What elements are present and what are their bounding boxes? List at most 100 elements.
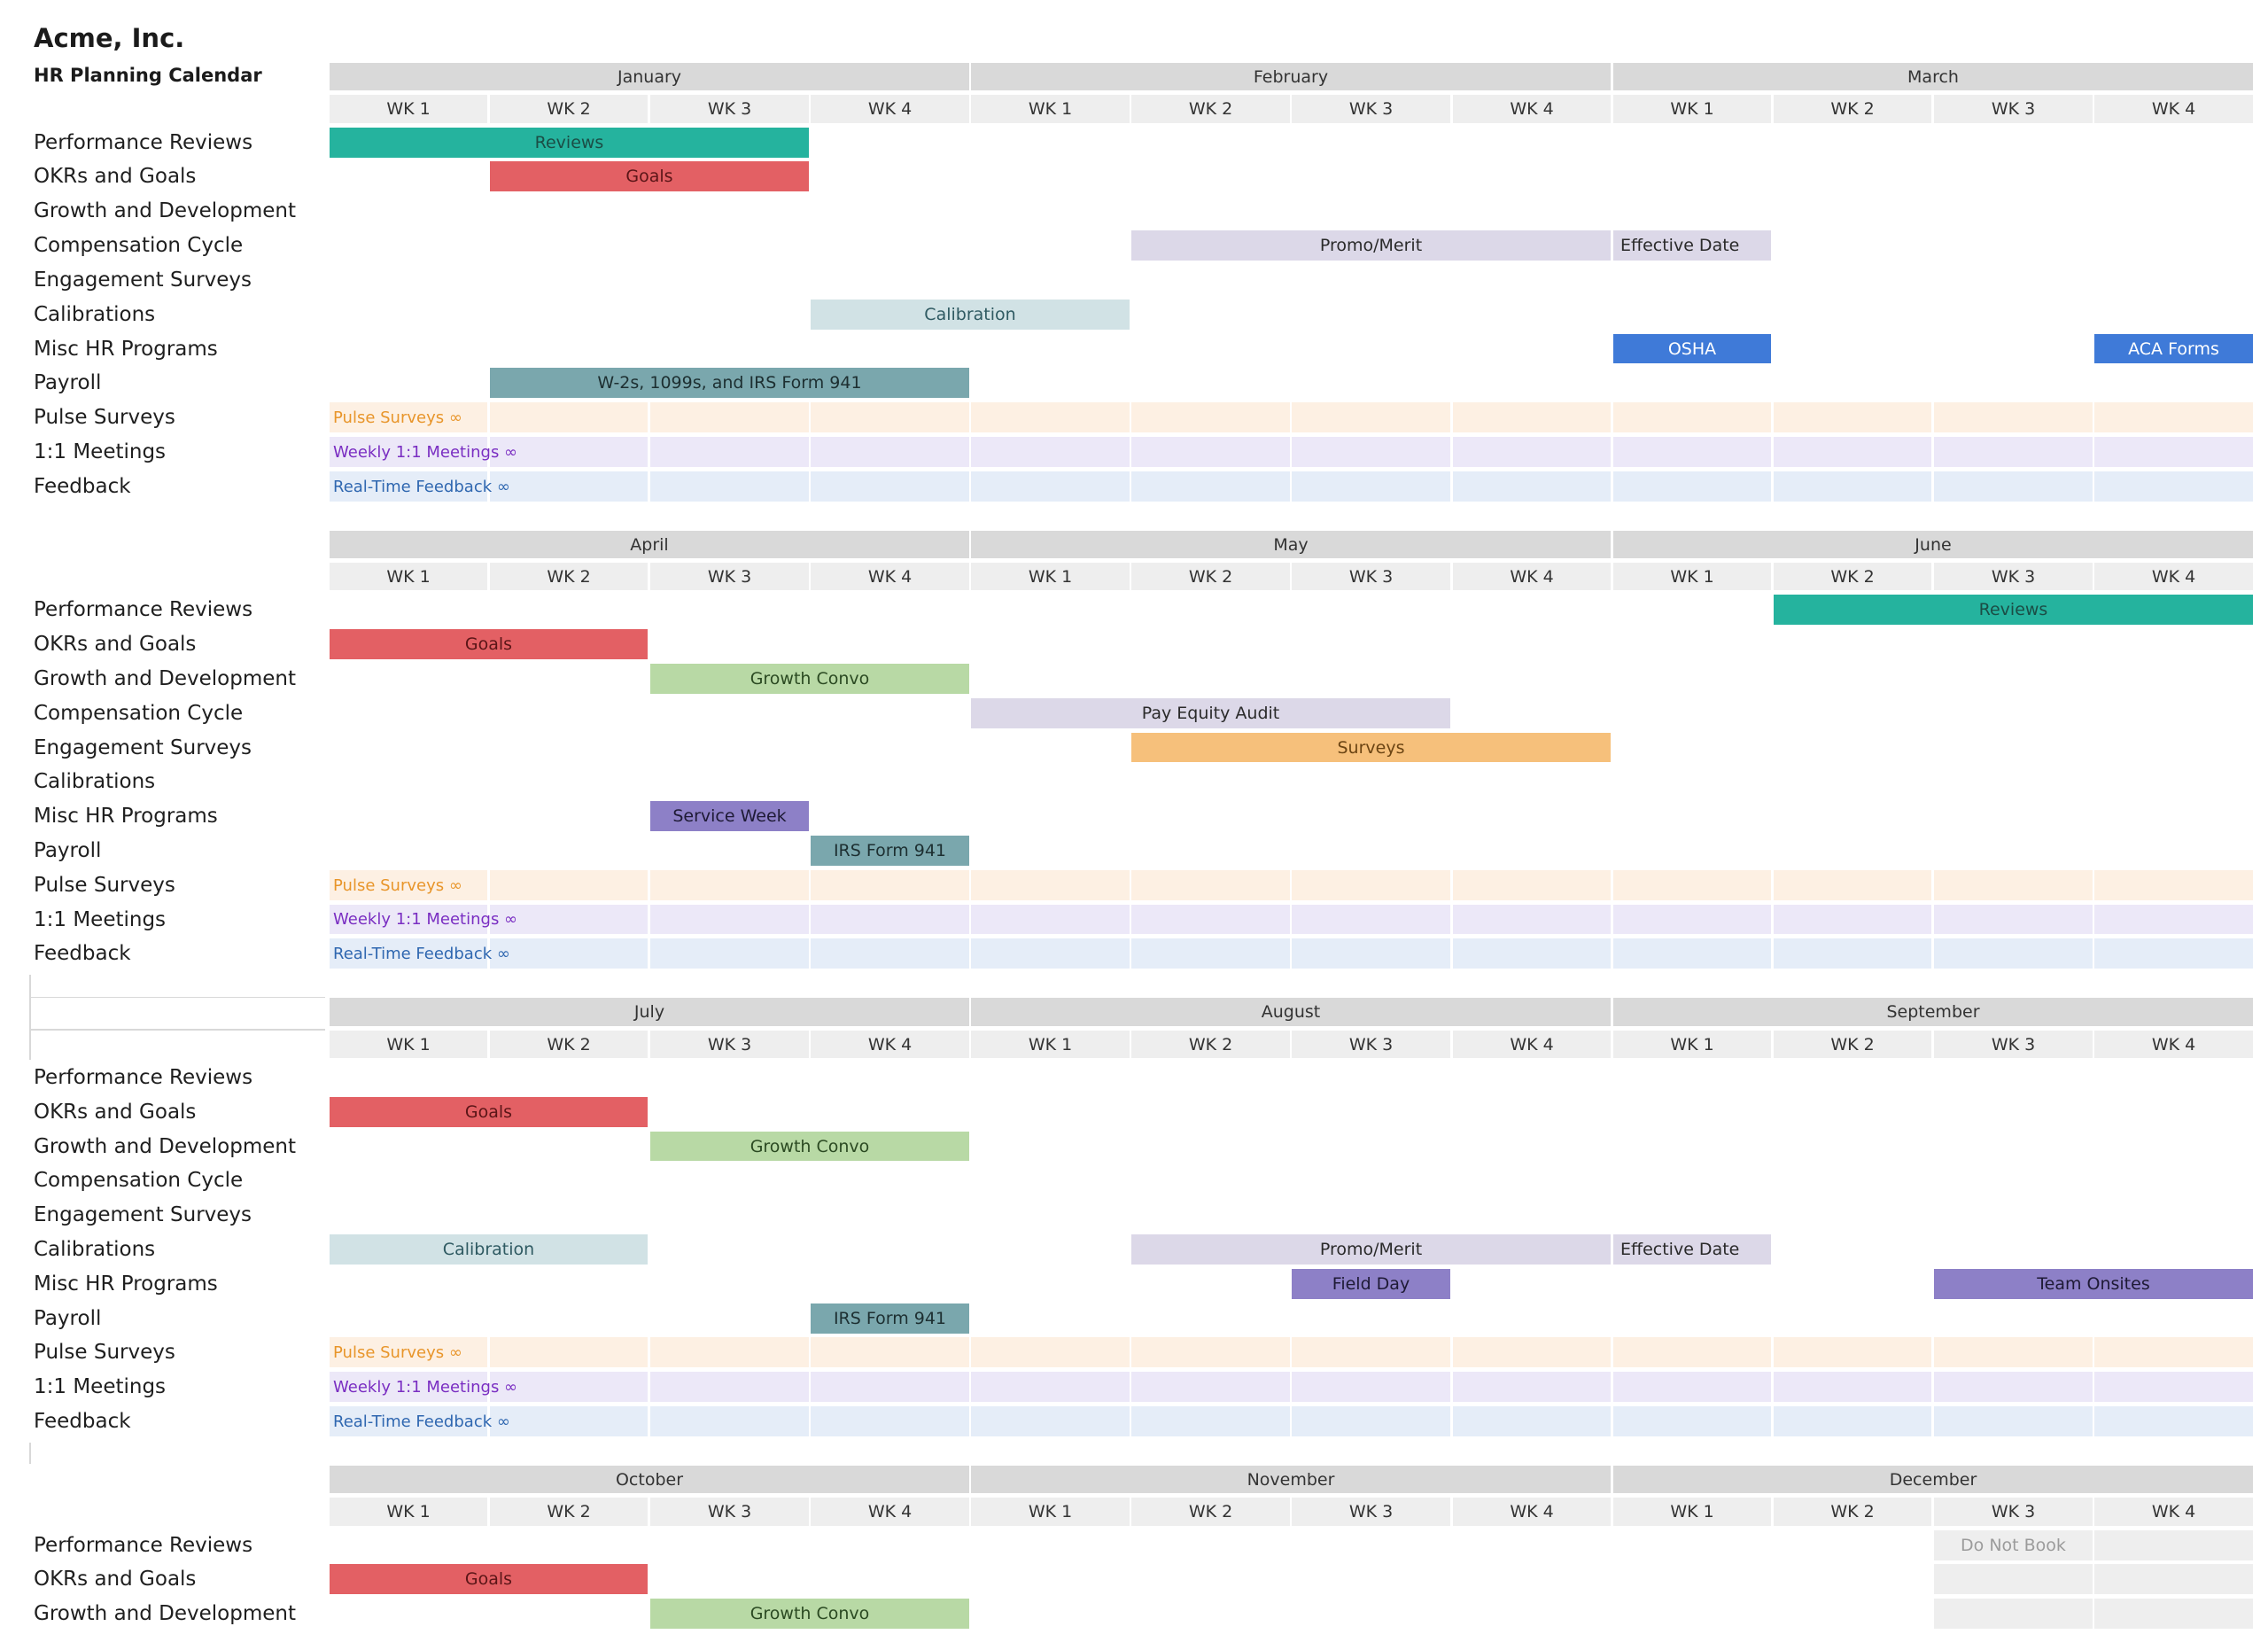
event-bar-goals[interactable]: Goals [330,1564,648,1594]
pulse-cell [1774,870,1931,900]
meetings-cell [1934,1372,2093,1402]
pulse-cell [490,1337,648,1367]
feedback-cell [1774,1406,1931,1436]
event-bar-service-week[interactable]: Service Week [650,801,809,831]
event-bar-effective-date[interactable]: Effective Date [1613,1234,1771,1265]
pulse-cell [650,870,809,900]
row-label-misc-hr-programs: Misc HR Programs [34,805,218,828]
feedback-cell [1934,938,2093,969]
week-header: WK 3 [1292,95,1450,123]
row-label-engagement-surveys: Engagement Surveys [34,1203,252,1226]
feedback-cell [2094,938,2253,969]
feedback-ongoing-label[interactable]: Real-Time Feedback ∞ [333,1412,510,1431]
feedback-cell [330,1406,487,1436]
event-bar-reviews[interactable]: Reviews [330,128,809,158]
week-header: WK 3 [1934,563,2093,590]
meetings-cell [650,437,809,467]
month-header-march: March [1613,63,2253,90]
week-header: WK 3 [1934,1498,2093,1526]
meetings-cell [1453,437,1611,467]
week-header: WK 3 [1292,1031,1450,1058]
meetings-cell [971,437,1130,467]
event-bar-effective-date[interactable]: Effective Date [1613,230,1771,261]
event-bar-promo-merit[interactable]: Promo/Merit [1131,230,1611,261]
pulse-ongoing-label[interactable]: Pulse Surveys ∞ [333,1342,462,1362]
meetings-cell [650,905,809,934]
week-header: WK 3 [1292,563,1450,590]
month-header-july: July [330,998,969,1026]
event-bar-pay-equity-audit[interactable]: Pay Equity Audit [971,698,1450,728]
meetings-ongoing-label[interactable]: Weekly 1:1 Meetings ∞ [333,1377,518,1397]
event-bar-growth-convo[interactable]: Growth Convo [650,1599,969,1629]
week-header: WK 2 [1131,563,1290,590]
week-header: WK 4 [811,563,969,590]
pulse-cell [971,402,1130,432]
event-bar-growth-convo[interactable]: Growth Convo [650,1132,969,1161]
row-label-growth-and-development: Growth and Development [34,1602,296,1625]
feedback-cell [330,938,487,969]
pulse-ongoing-label[interactable]: Pulse Surveys ∞ [333,408,462,427]
meetings-ongoing-label[interactable]: Weekly 1:1 Meetings ∞ [333,910,518,929]
feedback-cell [650,471,809,502]
event-bar-surveys[interactable]: Surveys [1131,733,1611,762]
event-bar-growth-convo[interactable]: Growth Convo [650,664,969,694]
feedback-cell [490,938,648,969]
do-not-book-cell [1934,1530,2093,1560]
event-bar-goals[interactable]: Goals [490,161,809,191]
feedback-cell [811,1406,969,1436]
event-bar-goals[interactable]: Goals [330,1097,648,1127]
row-label-payroll: Payroll [34,839,102,862]
do-not-book-cell [2094,1564,2253,1594]
week-header: WK 2 [490,1498,648,1526]
event-bar-team-onsites[interactable]: Team Onsites [1934,1269,2253,1299]
month-header-january: January [330,63,969,90]
event-bar-reviews[interactable]: Reviews [1774,595,2253,625]
feedback-cell [2094,1406,2253,1436]
week-header: WK 3 [1934,95,2093,123]
event-bar-goals[interactable]: Goals [330,629,648,659]
row-label-payroll: Payroll [34,1307,102,1330]
week-header: WK 1 [971,95,1130,123]
pulse-cell [2094,870,2253,900]
row-label-1-1-meetings: 1:1 Meetings [34,907,167,931]
meetings-ongoing-label[interactable]: Weekly 1:1 Meetings ∞ [333,442,518,462]
event-bar-irs-form-941[interactable]: IRS Form 941 [811,836,969,866]
event-bar-aca-forms[interactable]: ACA Forms [2094,334,2253,363]
feedback-cell [1613,1406,1771,1436]
row-label-1-1-meetings: 1:1 Meetings [34,1375,167,1398]
meetings-cell [1131,905,1290,934]
week-header: WK 4 [2094,1498,2253,1526]
event-bar-osha[interactable]: OSHA [1613,334,1771,363]
pulse-cell [971,1337,1130,1367]
pulse-cell [811,1337,969,1367]
week-header: WK 1 [330,1498,487,1526]
feedback-cell [811,471,969,502]
event-bar-w-2s-1099s-and-irs-form-941[interactable]: W-2s, 1099s, and IRS Form 941 [490,368,969,398]
pulse-cell [1934,870,2093,900]
feedback-cell [971,471,1130,502]
week-header: WK 4 [811,1498,969,1526]
week-header: WK 1 [971,1031,1130,1058]
do-not-book-label: Do Not Book [1961,1536,2066,1555]
week-header: WK 2 [490,1031,648,1058]
row-label-calibrations: Calibrations [34,303,156,326]
event-bar-irs-form-941[interactable]: IRS Form 941 [811,1303,969,1334]
pulse-cell [1453,402,1611,432]
feedback-cell [330,471,487,502]
event-bar-calibration[interactable]: Calibration [330,1234,648,1265]
event-bar-promo-merit[interactable]: Promo/Merit [1131,1234,1611,1265]
week-header: WK 4 [1453,1031,1611,1058]
month-header-february: February [971,63,1611,90]
feedback-cell [1131,1406,1290,1436]
meetings-cell [490,905,648,934]
meetings-cell [1131,1372,1290,1402]
feedback-ongoing-label[interactable]: Real-Time Feedback ∞ [333,477,510,496]
week-header: WK 1 [330,563,487,590]
meetings-cell [2094,1372,2253,1402]
meetings-cell [1613,1372,1771,1402]
feedback-ongoing-label[interactable]: Real-Time Feedback ∞ [333,944,510,963]
pulse-ongoing-label[interactable]: Pulse Surveys ∞ [333,875,462,895]
event-bar-field-day[interactable]: Field Day [1292,1269,1450,1299]
event-bar-calibration[interactable]: Calibration [811,300,1130,330]
